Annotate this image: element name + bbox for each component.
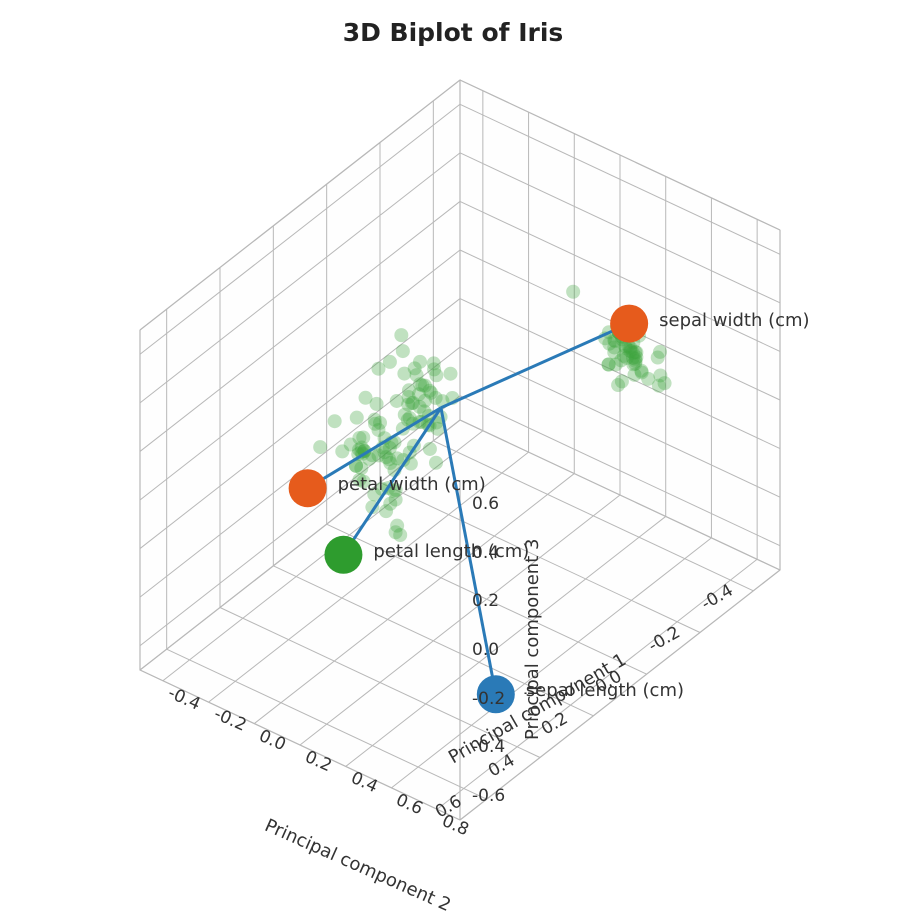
loading-marker bbox=[289, 469, 327, 507]
feature-label: sepal width (cm) bbox=[659, 310, 809, 331]
feature-label: petal width (cm) bbox=[338, 474, 486, 495]
z-tick: 0.0 bbox=[472, 640, 499, 660]
z-tick: -0.2 bbox=[472, 689, 505, 709]
z-tick: 0.4 bbox=[472, 543, 499, 563]
feature-label: petal length (cm) bbox=[373, 541, 529, 562]
z-tick: -0.6 bbox=[472, 786, 505, 806]
z-tick: 0.2 bbox=[472, 591, 499, 611]
z-axis-label: Principal component 3 bbox=[522, 539, 543, 740]
loading-marker bbox=[324, 536, 362, 574]
loading-marker bbox=[610, 305, 648, 343]
z-tick: 0.6 bbox=[472, 494, 499, 514]
plot-container: 3D Biplot of Iris sepal length (cm)sepal… bbox=[0, 0, 906, 884]
